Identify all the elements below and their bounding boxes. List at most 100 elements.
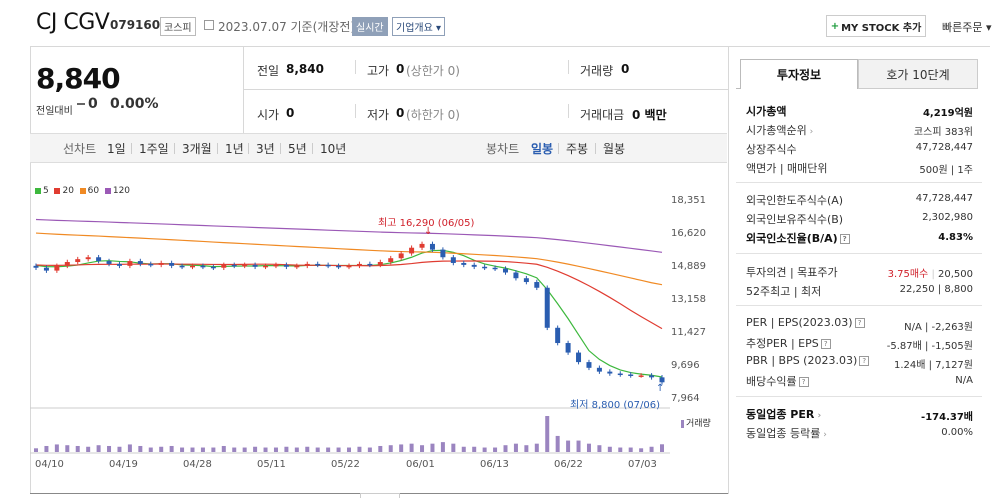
sector-rate-label[interactable]: 동일업종 등락률 ›	[746, 425, 827, 441]
period-weekly[interactable]: 주봉	[566, 142, 589, 156]
sector-per-label[interactable]: 동일업종 PER ›	[746, 406, 821, 422]
candle-body	[576, 352, 582, 363]
high-label: 고가	[367, 64, 390, 78]
est-per-value: -5.87배 | -1,505원	[886, 341, 973, 352]
candle-body	[221, 264, 227, 268]
candle-body	[523, 278, 529, 283]
summary-row-divider	[243, 89, 728, 90]
dividend-value: N/A	[955, 375, 973, 386]
legend-ma60: 60	[79, 186, 99, 196]
volume-bar	[284, 446, 289, 452]
foreign-hold-value: 2,302,980	[922, 212, 973, 223]
period-5y[interactable]: 5년	[288, 142, 307, 156]
period-10y[interactable]: 10년	[320, 142, 347, 156]
volume-bar	[503, 445, 508, 452]
high-value: 0	[396, 62, 405, 76]
per-label: PER | EPS(2023.03)?	[746, 316, 865, 329]
volume-bar	[221, 445, 226, 452]
stock-code: 079160	[110, 18, 161, 32]
period-monthly[interactable]: 월봉	[603, 142, 626, 156]
section-divider	[736, 396, 982, 397]
open-label: 시가	[257, 108, 280, 122]
legend-ma20-label: 20	[62, 186, 74, 196]
collapse-handle[interactable]	[360, 493, 400, 498]
candle-body	[304, 263, 310, 266]
volume-bar	[649, 446, 654, 452]
dividend-label: 배당수익률?	[746, 373, 809, 389]
info-icon[interactable]: ?	[859, 356, 870, 366]
y-tick: 9,696	[671, 360, 700, 371]
candle-body	[419, 243, 425, 248]
candle-body	[534, 282, 540, 288]
quick-order-button[interactable]: 빠른주문 ▾	[942, 19, 992, 35]
left-border	[30, 46, 31, 494]
volume-bar	[378, 445, 383, 452]
candle-body	[263, 265, 269, 268]
section-divider	[736, 305, 982, 306]
volume-bar	[253, 446, 258, 452]
turnover-value: 0 백만	[632, 108, 667, 122]
volume-bar	[44, 445, 49, 452]
info-icon[interactable]: ?	[798, 377, 809, 387]
volume-bar	[263, 447, 268, 452]
info-icon[interactable]: ?	[820, 339, 831, 349]
y-tick: 13,158	[671, 294, 706, 305]
candle-body	[294, 265, 300, 268]
candle-body	[169, 262, 175, 266]
legend: 5 20 60 120	[35, 186, 130, 196]
candle-body	[106, 261, 112, 264]
price-divider	[243, 46, 244, 134]
period-3y[interactable]: 3년	[256, 142, 275, 156]
up-arrow-icon: ↑	[656, 383, 665, 394]
opinion-label: 투자의견 | 목표주가	[746, 266, 838, 279]
volume-bar	[200, 447, 205, 452]
volume-bar	[493, 447, 498, 452]
company-info-button[interactable]: 기업개요 ▾	[392, 17, 446, 36]
market-cap-value: 4,219억원	[922, 108, 973, 119]
period-1w[interactable]: 1주일	[139, 142, 169, 156]
foreign-ratio-label: 외국인소진율(B/A)?	[746, 230, 850, 246]
plus-icon: +	[830, 20, 840, 32]
volume-bar	[461, 446, 466, 452]
volume-bar	[566, 440, 571, 452]
low-value: 0	[396, 106, 405, 120]
volume-bar	[117, 446, 122, 452]
volume-bar	[65, 445, 70, 452]
volume-bar	[524, 445, 529, 452]
realtime-button[interactable]: 실시간	[352, 17, 388, 36]
reference-date: 2023.07.07 기준(개장전)	[218, 20, 356, 34]
period-1d[interactable]: 1일	[107, 142, 126, 156]
volume-value: 0	[621, 62, 630, 76]
y-tick: 7,964	[671, 393, 700, 404]
section-divider	[736, 253, 982, 254]
candle-body	[377, 262, 383, 265]
volume-bar	[326, 447, 331, 452]
volume-bar	[388, 445, 393, 452]
tab-orderbook[interactable]: 호가 10단계	[858, 59, 978, 89]
legend-ma120: 120	[104, 186, 130, 196]
tab-invest-info[interactable]: 투자정보	[740, 59, 858, 89]
volume-bar	[534, 443, 539, 452]
period-daily[interactable]: 일봉	[531, 142, 554, 156]
legend-ma5: 5	[35, 186, 49, 196]
candle-body	[513, 272, 519, 279]
cap-rank-label[interactable]: 시가총액순위 ›	[746, 122, 813, 138]
foreign-limit-label: 외국인한도주식수(A)	[746, 194, 844, 207]
chart-toolbar	[30, 133, 727, 163]
volume-bar	[472, 446, 477, 452]
period-3m[interactable]: 3개월	[182, 142, 212, 156]
cap-rank-text: 시가총액순위	[746, 124, 807, 137]
candle-body	[617, 373, 623, 376]
volume-bar	[545, 416, 550, 452]
right-panel-border	[728, 46, 729, 494]
add-mystock-button[interactable]: + MY STOCK 추가	[826, 15, 926, 37]
period-1y[interactable]: 1년	[225, 142, 244, 156]
high-annotation: 최고 16,290 (06/05)	[378, 218, 475, 229]
sector-rate-value: 0.00%	[941, 427, 973, 438]
candle-body	[96, 257, 102, 262]
per-text: PER | EPS(2023.03)	[746, 316, 853, 329]
info-icon[interactable]: ?	[839, 234, 850, 244]
candle-body	[649, 375, 655, 378]
candle-body	[596, 367, 602, 372]
info-icon[interactable]: ?	[854, 318, 865, 328]
